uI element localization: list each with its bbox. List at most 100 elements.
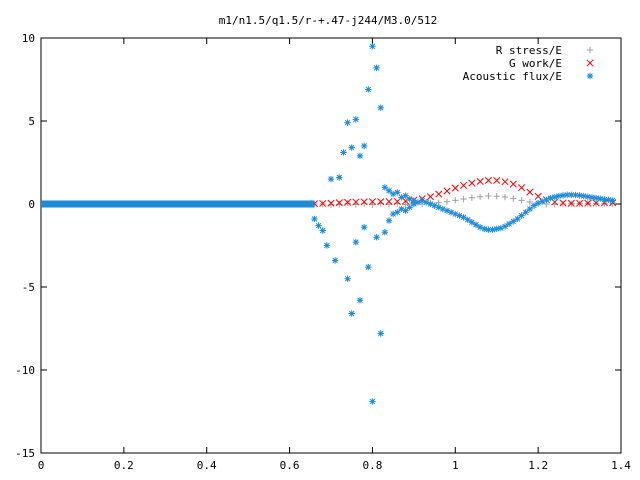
data-point	[476, 224, 484, 231]
data-point	[559, 200, 567, 208]
data-point	[468, 194, 476, 201]
data-point	[369, 201, 376, 208]
legend-marker	[586, 59, 594, 67]
legend-label: Acoustic flux/E	[463, 70, 562, 83]
data-point	[464, 216, 471, 223]
data-point	[510, 195, 517, 202]
data-point	[385, 187, 393, 194]
data-point	[335, 199, 343, 207]
data-point	[389, 210, 397, 218]
data-point	[369, 43, 376, 50]
data-point	[368, 198, 376, 206]
data-point	[394, 189, 401, 196]
data-point	[418, 197, 426, 204]
data-point	[410, 200, 418, 208]
data-point	[439, 205, 447, 213]
data-point	[493, 176, 501, 184]
x-tick-label: 0.2	[114, 459, 134, 472]
data-point	[452, 210, 459, 218]
data-point	[460, 181, 468, 189]
data-point	[476, 177, 484, 185]
x-tick-label: 0.6	[280, 459, 300, 472]
data-point	[584, 199, 592, 207]
data-point	[472, 221, 480, 228]
data-point	[344, 200, 351, 207]
chart-title: m1/n1.5/q1.5/r-+.47-j244/M3.0/512	[219, 14, 438, 27]
y-tick-label: 0	[28, 198, 35, 211]
data-point	[489, 226, 496, 233]
data-point	[547, 194, 554, 202]
data-point	[572, 191, 579, 199]
data-point	[323, 242, 331, 249]
data-point	[344, 198, 352, 206]
data-point	[601, 196, 608, 203]
data-point	[568, 191, 575, 199]
data-point	[327, 175, 335, 183]
data-point	[576, 199, 584, 207]
data-point	[493, 225, 500, 233]
data-point	[559, 192, 567, 199]
zero-band	[41, 200, 315, 208]
data-point	[435, 190, 443, 198]
series-2	[41, 43, 616, 405]
data-point	[360, 224, 368, 231]
data-point	[398, 194, 405, 201]
data-point	[481, 225, 488, 233]
data-point	[410, 197, 418, 204]
data-point	[443, 198, 451, 205]
data-point	[340, 149, 347, 156]
data-point	[452, 197, 459, 204]
data-point	[609, 197, 616, 204]
data-point	[522, 209, 529, 216]
data-point	[344, 119, 351, 126]
data-point	[576, 192, 583, 199]
data-point	[431, 202, 438, 209]
data-point	[501, 178, 509, 186]
data-point	[505, 220, 513, 228]
data-point	[514, 215, 521, 223]
data-point	[543, 196, 550, 204]
data-point	[501, 223, 509, 230]
data-point	[406, 195, 413, 203]
data-point	[584, 193, 592, 200]
data-point	[534, 192, 542, 200]
data-point	[559, 199, 567, 207]
data-point	[485, 226, 492, 233]
data-point	[555, 192, 563, 200]
data-point	[373, 234, 380, 241]
x-tick-label: 0.8	[362, 459, 382, 472]
data-point	[597, 195, 604, 202]
data-point	[592, 194, 600, 202]
data-point	[484, 176, 492, 184]
data-point	[563, 191, 571, 199]
x-tick-label: 1.2	[528, 459, 548, 472]
data-point	[518, 197, 525, 204]
data-point	[406, 204, 413, 211]
data-point	[427, 200, 434, 208]
x-tick-label: 1	[452, 459, 459, 472]
data-point	[476, 193, 484, 200]
data-point	[530, 202, 538, 209]
data-point	[423, 199, 430, 206]
data-point	[377, 198, 385, 206]
data-point	[456, 212, 463, 219]
y-tick-label: 5	[28, 115, 35, 128]
plot-frame	[40, 37, 622, 454]
data-point	[356, 152, 364, 160]
data-point	[510, 218, 517, 225]
y-tick-label: 10	[22, 32, 35, 45]
data-point	[493, 192, 500, 200]
data-point	[336, 174, 343, 181]
data-point	[360, 198, 368, 206]
data-point	[352, 238, 360, 246]
data-point	[365, 86, 372, 93]
data-point	[497, 224, 505, 232]
data-point	[526, 205, 534, 213]
data-point	[319, 227, 326, 234]
data-point	[468, 179, 476, 187]
data-point	[377, 330, 384, 337]
data-point	[567, 199, 575, 207]
data-point	[385, 197, 393, 206]
data-point	[501, 193, 509, 201]
